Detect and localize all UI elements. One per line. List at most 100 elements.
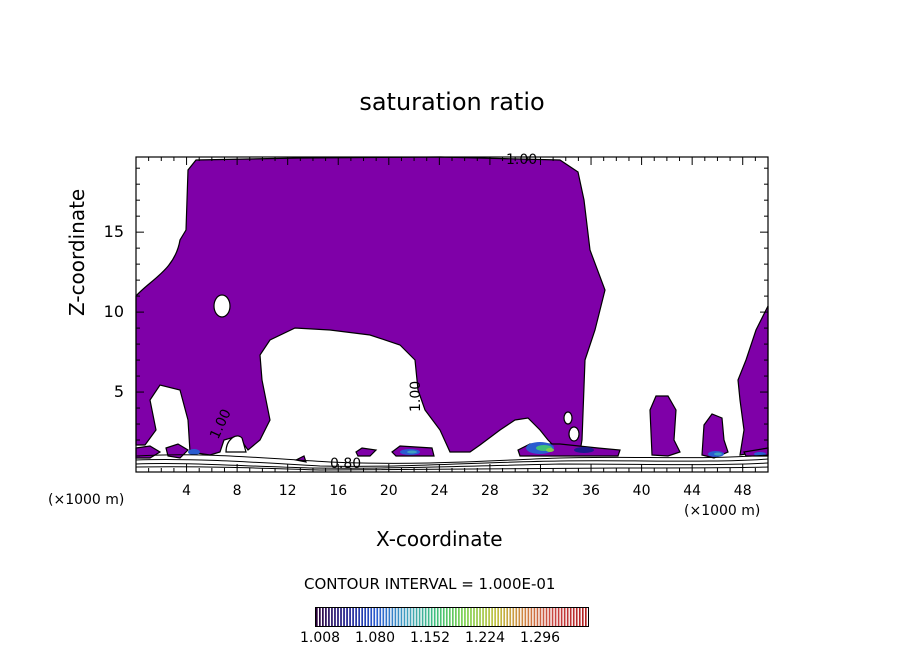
colorbar-swatch (530, 608, 533, 626)
colorbar-swatch (418, 608, 421, 626)
x-tick-label: 44 (683, 483, 701, 499)
colorbar (315, 607, 589, 627)
colorbar-swatch (569, 608, 572, 626)
contour-label: 0.80 (330, 456, 361, 472)
colorbar-swatch (439, 608, 442, 626)
colorbar-swatch (379, 608, 382, 626)
colorbar-swatch (406, 608, 409, 626)
colorbar-swatch (340, 608, 342, 626)
colorbar-swatch (421, 608, 424, 626)
colorbar-swatch (497, 608, 499, 626)
x-tick-label: 20 (380, 483, 398, 499)
colorbar-swatch (557, 608, 560, 626)
colorbar-swatch (352, 608, 354, 626)
colorbar-swatch (400, 608, 403, 626)
colorbar-swatch (506, 608, 509, 626)
colorbar-swatch (385, 608, 388, 626)
colorbar-swatch (563, 608, 566, 626)
colorbar-swatch (388, 608, 391, 626)
x-tick-label: 12 (279, 483, 297, 499)
x-tick-label: 8 (233, 483, 242, 499)
colorbar-swatch (358, 608, 360, 626)
colorbar-swatch (554, 608, 557, 626)
colorbar-swatch (584, 608, 587, 626)
colorbar-swatch (467, 608, 469, 626)
x-tick-label: 16 (329, 483, 347, 499)
colorbar-swatch (539, 608, 542, 626)
colorbar-swatch (337, 608, 339, 626)
colorbar-swatch (518, 608, 521, 626)
x-tick-label: 24 (430, 483, 448, 499)
colorbar-swatch (346, 608, 348, 626)
colorbar-swatch (452, 608, 454, 626)
colorbar-swatch (427, 608, 430, 626)
contour-label: 1.00 (408, 381, 424, 412)
colorbar-swatch (476, 608, 478, 626)
colorbar-swatch (343, 608, 345, 626)
colorbar-swatch (491, 608, 493, 626)
colorbar-swatch (322, 608, 324, 626)
colorbar-swatch (464, 608, 466, 626)
x-axis-unit-right: (×1000 m) (684, 503, 761, 519)
colorbar-swatch (536, 608, 539, 626)
colorbar-swatch (391, 608, 394, 626)
x-axis-label: X-coordinate (376, 527, 503, 551)
colorbar-swatch (394, 608, 397, 626)
axis-ticks (136, 157, 768, 472)
colorbar-swatch (361, 608, 363, 626)
high-saturation-spots (188, 442, 766, 457)
colorbar-swatch (575, 608, 578, 626)
colorbar-swatch (470, 608, 472, 626)
colorbar-swatch (334, 608, 336, 626)
colorbar-swatch (566, 608, 569, 626)
colorbar-swatch (533, 608, 536, 626)
y-tick-label: 10 (104, 302, 124, 321)
colorbar-frame (315, 607, 589, 627)
colorbar-swatch (331, 608, 333, 626)
colorbar-swatch (319, 608, 321, 626)
colorbar-swatch (328, 608, 330, 626)
colorbar-swatch (373, 608, 376, 626)
colorbar-swatch (316, 608, 318, 626)
colorbar-swatch (560, 608, 563, 626)
x-tick-label: 48 (734, 483, 752, 499)
contour-interval-label: CONTOUR INTERVAL = 1.000E-01 (304, 575, 556, 593)
colorbar-swatch (349, 608, 351, 626)
colorbar-swatch (325, 608, 327, 626)
colorbar-swatch (494, 608, 496, 626)
colorbar-swatch (355, 608, 357, 626)
y-tick-label: 15 (104, 222, 124, 241)
colorbar-swatch (524, 608, 527, 626)
colorbar-swatch (461, 608, 463, 626)
colorbar-swatch (503, 608, 506, 626)
colorbar-swatch (370, 608, 373, 626)
colorbar-swatch (415, 608, 418, 626)
colorbar-swatch (545, 608, 548, 626)
colorbar-swatch (424, 608, 427, 626)
saturation-region (135, 156, 769, 463)
colorbar-swatch (542, 608, 545, 626)
colorbar-swatch (433, 608, 436, 626)
x-tick-label: 36 (582, 483, 600, 499)
colorbar-swatch (548, 608, 551, 626)
surface-contours (135, 454, 769, 471)
colorbar-tick-label: 1.152 (410, 630, 451, 646)
colorbar-tick-label: 1.008 (300, 630, 341, 646)
colorbar-swatch (364, 608, 367, 626)
colorbar-swatch (572, 608, 575, 626)
colorbar-swatch (397, 608, 400, 626)
colorbar-tick-label: 1.224 (465, 630, 506, 646)
colorbar-swatch (551, 608, 554, 626)
colorbar-swatch (485, 608, 487, 626)
colorbar-tick-label: 1.296 (520, 630, 561, 646)
colorbar-swatch (412, 608, 415, 626)
subsaturated-pockets (213, 294, 580, 453)
colorbar-swatch (455, 608, 457, 626)
colorbar-swatch (430, 608, 433, 626)
chart-title: saturation ratio (359, 88, 545, 116)
x-tick-label: 40 (633, 483, 651, 499)
colorbar-swatch (442, 608, 445, 626)
colorbar-swatch (527, 608, 530, 626)
colorbar-swatch (578, 608, 581, 626)
